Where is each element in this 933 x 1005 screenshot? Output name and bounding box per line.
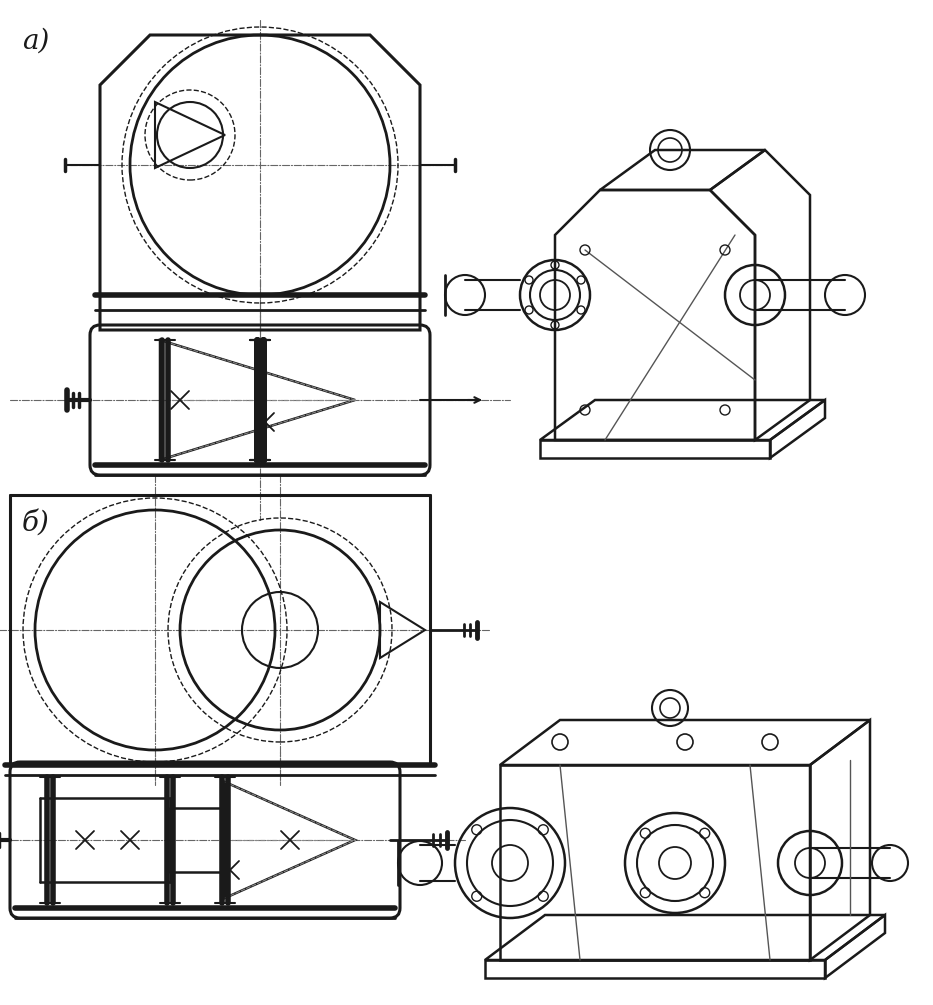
Text: б): б) — [22, 510, 49, 537]
Text: а): а) — [22, 28, 49, 55]
